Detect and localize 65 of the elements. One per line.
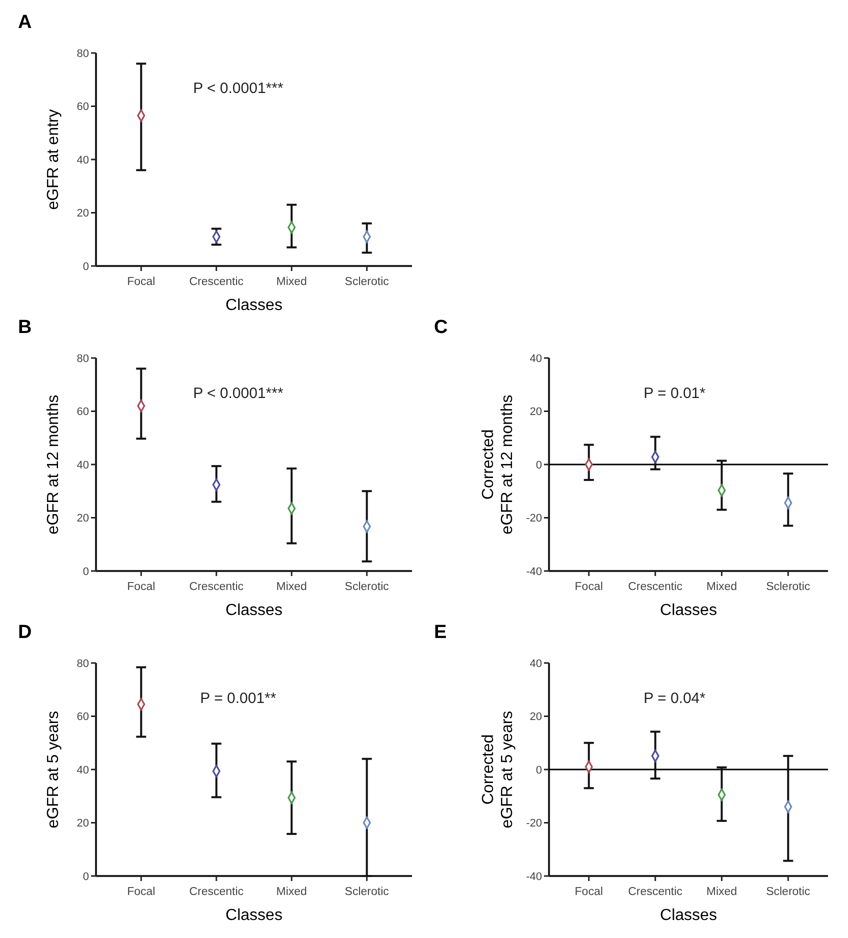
y-tick-label: 40: [76, 764, 89, 776]
x-axis-title: Classes: [660, 907, 717, 924]
y-tick-label: 80: [76, 658, 89, 670]
annotation: P < 0.0001***: [193, 80, 284, 97]
y-tick-label: 60: [76, 711, 89, 724]
chart-title: D: [18, 622, 32, 643]
y-tick-label: 20: [76, 818, 89, 830]
x-tick-label: Mixed: [276, 276, 307, 288]
annotation: P < 0.0001***: [193, 385, 284, 402]
y-tick-label: 20: [76, 512, 89, 525]
y-tick-label: -40: [526, 870, 542, 883]
y-tick-label: 0: [82, 260, 89, 273]
y-tick-label: 20: [530, 406, 542, 418]
y-tick-label: 0: [536, 459, 542, 472]
y-tick-label: 80: [76, 352, 89, 365]
x-tick-label: Mixed: [706, 581, 738, 593]
x-axis-title: Classes: [660, 602, 717, 619]
x-tick-label: Sclerotic: [344, 276, 390, 288]
x-tick-label: Focal: [127, 886, 156, 898]
y-tick-label: -40: [526, 566, 542, 578]
x-tick-label: Sclerotic: [766, 581, 810, 593]
y-tick-label: 80: [76, 48, 89, 60]
x-tick-label: Focal: [127, 581, 156, 593]
x-tick-label: Crescentic: [189, 886, 244, 898]
y-tick-label: 60: [76, 101, 89, 114]
x-tick-label: Crescentic: [189, 581, 244, 593]
y-tick-label: 40: [76, 154, 89, 166]
x-tick-label: Focal: [127, 276, 156, 288]
y-tick-label: 0: [536, 764, 542, 776]
x-axis-title: Classes: [226, 297, 282, 314]
annotation: P = 0.001**: [200, 690, 276, 707]
x-axis-title: Classes: [226, 907, 282, 924]
annotation: P = 0.01*: [644, 385, 706, 402]
x-tick-label: Crescentic: [628, 581, 683, 593]
chart-title: E: [434, 622, 447, 643]
x-tick-label: Crescentic: [628, 886, 683, 898]
y-tick-label: 20: [76, 208, 89, 220]
y-tick-label: 40: [530, 352, 542, 365]
x-tick-label: Mixed: [706, 886, 738, 898]
x-tick-label: Focal: [574, 581, 603, 593]
x-tick-label: Mixed: [276, 886, 307, 898]
annotation: P = 0.04*: [644, 690, 706, 707]
x-tick-label: Sclerotic: [344, 886, 390, 898]
y-tick-label: 40: [530, 658, 542, 670]
chart-title: C: [434, 317, 448, 338]
x-tick-label: Sclerotic: [766, 886, 810, 898]
y-axis-title: Corrected eGFR at 5 years: [480, 710, 516, 828]
y-axis-title: eGFR at entry: [45, 109, 62, 210]
y-tick-label: 0: [82, 566, 89, 578]
y-tick-label: 0: [82, 870, 89, 883]
y-tick-label: 40: [76, 459, 89, 472]
x-tick-label: Crescentic: [189, 276, 244, 288]
y-tick-label: -20: [526, 512, 542, 525]
x-tick-label: Sclerotic: [344, 581, 390, 593]
y-axis-title: Corrected eGFR at 12 months: [480, 394, 516, 534]
y-tick-label: 60: [76, 406, 89, 418]
chart-title: A: [18, 12, 32, 33]
y-tick-label: -20: [526, 818, 542, 830]
y-axis-title: eGFR at 12 months: [45, 394, 62, 534]
y-axis-title: eGFR at 5 years: [45, 710, 62, 828]
x-axis-title: Classes: [226, 602, 282, 619]
x-tick-label: Mixed: [276, 581, 307, 593]
x-tick-label: Focal: [574, 886, 603, 898]
y-tick-label: 20: [530, 711, 542, 724]
chart-title: B: [18, 317, 32, 338]
